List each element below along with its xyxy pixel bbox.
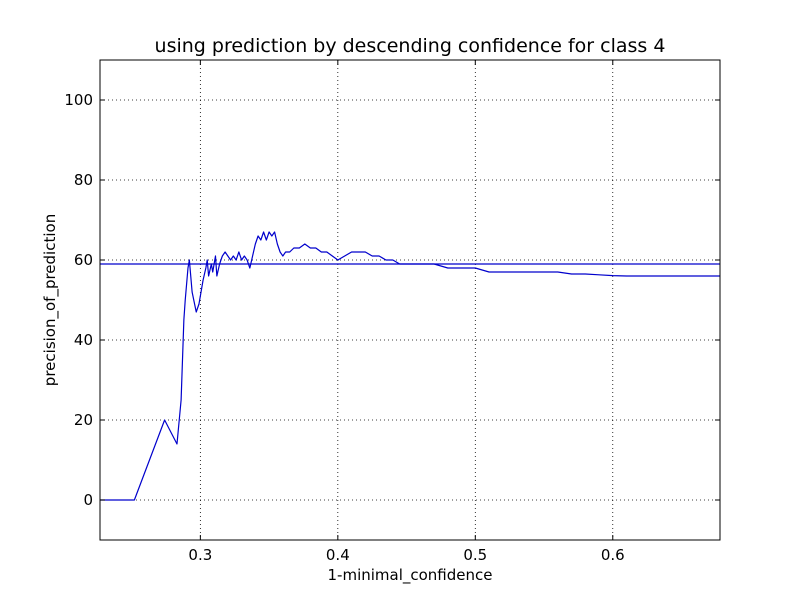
y-axis-label: precision_of_prediction bbox=[41, 214, 60, 386]
series-line bbox=[100, 231, 720, 501]
series-group bbox=[100, 231, 720, 501]
tick-marks bbox=[100, 60, 720, 540]
x-tick-label: 0.4 bbox=[326, 546, 350, 564]
tick-labels: 0.3 0.4 0.5 0.6 0 20 40 60 80 100 bbox=[64, 91, 624, 564]
y-tick-label: 100 bbox=[64, 91, 93, 109]
y-tick-label: 60 bbox=[74, 251, 93, 269]
plot-frame bbox=[99, 59, 721, 541]
x-tick-label: 0.5 bbox=[463, 546, 487, 564]
y-tick-label: 20 bbox=[74, 411, 93, 429]
x-axis-label: 1-minimal_confidence bbox=[328, 566, 493, 585]
y-tick-label: 80 bbox=[74, 171, 93, 189]
grid-lines bbox=[100, 60, 720, 540]
x-tick-label: 0.3 bbox=[188, 546, 212, 564]
y-tick-label: 0 bbox=[83, 491, 93, 509]
y-tick-label: 40 bbox=[74, 331, 93, 349]
chart-title: using prediction by descending confidenc… bbox=[155, 35, 666, 57]
x-tick-label: 0.6 bbox=[601, 546, 625, 564]
